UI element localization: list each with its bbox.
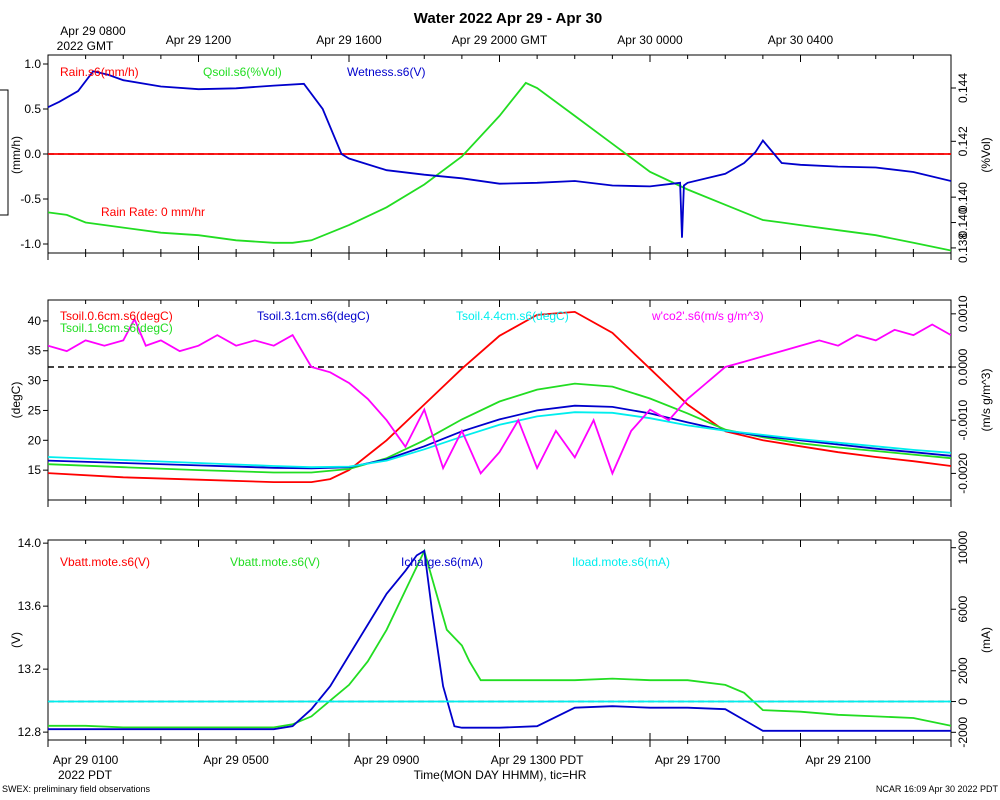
y-tick-label-left: 0.0	[24, 147, 41, 161]
pdt-axis-labels: Apr 29 0100 Apr 29 0500 Apr 29 0900 Apr 29 …	[53, 753, 871, 767]
series-line	[48, 549, 951, 732]
legend-entry: Icharge.s6(mA)	[401, 555, 483, 569]
y-tick-label-left: 14.0	[18, 536, 42, 550]
legend-entry: Qsoil.s6(%Vol)	[203, 65, 282, 79]
legend-entry: Vbatt.mote.s6(V)	[60, 555, 150, 569]
legend-entry: Tsoil.3.1cm.s6(degC)	[257, 309, 370, 323]
footer-right: NCAR 16:09 Apr 30 2022 PDT	[876, 784, 999, 794]
y-tick-label-left: 13.6	[18, 599, 42, 613]
pdt-tick-label: Apr 29 2100	[805, 753, 871, 767]
data-series	[48, 70, 951, 732]
series-line	[48, 70, 951, 238]
gmt-first-sub: 2022 GMT	[57, 39, 114, 53]
legend-entry: Tsoil.0.6cm.s6(degC)	[60, 309, 173, 323]
footer-left: SWEX: preliminary field observations	[2, 784, 151, 794]
x-axis-label: Time(MON DAY HHMM), tic=HR	[414, 768, 587, 782]
y-tick-label-right: -0.0010	[956, 400, 970, 441]
legend-entry: Rain.s6(mm/h)	[60, 65, 139, 79]
series-line	[48, 404, 951, 470]
legends: Rain.s6(mm/h) Qsoil.s6(%Vol) Wetness.s6(V)…	[60, 65, 764, 569]
panel-1-ylabel-right: (%Vol)	[979, 137, 993, 172]
y-tick-label-right: 0.140	[956, 207, 970, 237]
y-tick-label-right: 0.140	[956, 182, 970, 212]
y-tick-label-left: -1.0	[20, 237, 41, 251]
y-tick-label-left: 25	[28, 403, 42, 417]
gmt-tick-label: Apr 29 2000 GMT	[452, 33, 548, 47]
series-line	[48, 310, 951, 484]
y-tick-label-left: 35	[28, 344, 42, 358]
pdt-tick-label: Apr 29 1700	[655, 753, 721, 767]
legend-entry: w'co2'.s6(m/s g/m^3)	[651, 309, 764, 323]
y-tick-label-right: 0.142	[956, 126, 970, 156]
panel-3-ylabel-left: (V)	[9, 632, 23, 648]
y-tick-label-right: 10000	[956, 531, 970, 565]
series-line	[48, 411, 951, 469]
pdt-tick-label: Apr 29 0500	[203, 753, 269, 767]
panel-1-ylabel-left: (mm/h)	[9, 136, 23, 174]
y-tick-label-left: 40	[28, 314, 42, 328]
gmt-tick-label: Apr 29 1600	[316, 33, 382, 47]
y-tick-label-right: 0.0010	[956, 295, 970, 332]
chart-title: Water 2022 Apr 29 - Apr 30	[414, 10, 602, 27]
y-tick-label-left: -0.5	[20, 192, 41, 206]
gmt-tick-label: Apr 30 0400	[768, 33, 834, 47]
gmt-tick-label: Apr 29 1200	[166, 33, 232, 47]
legend-entry: Vbatt.mote.s6(V)	[230, 555, 320, 569]
pdt-sub-label: 2022 PDT	[58, 768, 113, 782]
y-tick-label-left: 30	[28, 374, 42, 388]
panel-2-ylabel-left: (degC)	[9, 382, 23, 419]
y-tick-label-right: 0.144	[956, 73, 970, 103]
y-tick-label-left: 13.2	[18, 662, 42, 676]
panel-2-ylabel-right: (m/s g/m^3)	[979, 369, 993, 432]
legend-entry: Tsoil.1.9cm.s6(degC)	[60, 321, 173, 335]
y-tick-label-right: -0.0020	[956, 453, 970, 494]
y-tick-label-right: 6000	[956, 596, 970, 623]
y-tick-label-left: 20	[28, 433, 42, 447]
y-tick-label-right: 0.0000	[956, 348, 970, 385]
gmt-axis-labels: Apr 29 1200 Apr 29 1600 Apr 29 2000 GMT Apr…	[166, 33, 834, 47]
pdt-tick-label: Apr 29 0100	[53, 753, 119, 767]
legend-entry: Iload.mote.s6(mA)	[572, 555, 670, 569]
y-tick-label-right: 0.138	[956, 233, 970, 263]
series-line	[48, 382, 951, 474]
series-line	[48, 317, 951, 476]
legend-entry: Tsoil.4.4cm.s6(degC)	[456, 309, 569, 323]
gmt-tick-label: Apr 30 0000	[617, 33, 683, 47]
y-tick-label-right: -2000	[956, 717, 970, 748]
panel-3-frame	[47, 539, 952, 741]
gmt-first-label: Apr 29 0800	[60, 24, 126, 38]
panel-3-ylabel-right: (mA)	[979, 627, 993, 653]
y-tick-label-left: 15	[28, 463, 42, 477]
panel-bracket	[0, 89, 9, 216]
y-tick-label-left: 1.0	[24, 57, 41, 71]
y-tick-label-right: 2000	[956, 657, 970, 684]
axis-ticks: 1.00.50.0-0.5-1.00.1440.1420.1400.1400.1…	[18, 55, 970, 748]
rain-rate-annotation: Rain Rate: 0 mm/hr	[101, 205, 205, 219]
y-tick-label-left: 12.8	[18, 725, 42, 739]
legend-entry: Wetness.s6(V)	[347, 65, 425, 79]
pdt-tick-label: Apr 29 1300 PDT	[491, 753, 584, 767]
y-tick-label-left: 0.5	[24, 102, 41, 116]
series-line	[48, 81, 951, 252]
pdt-tick-label: Apr 29 0900	[354, 753, 420, 767]
y-tick-label-right: 0	[956, 698, 970, 705]
